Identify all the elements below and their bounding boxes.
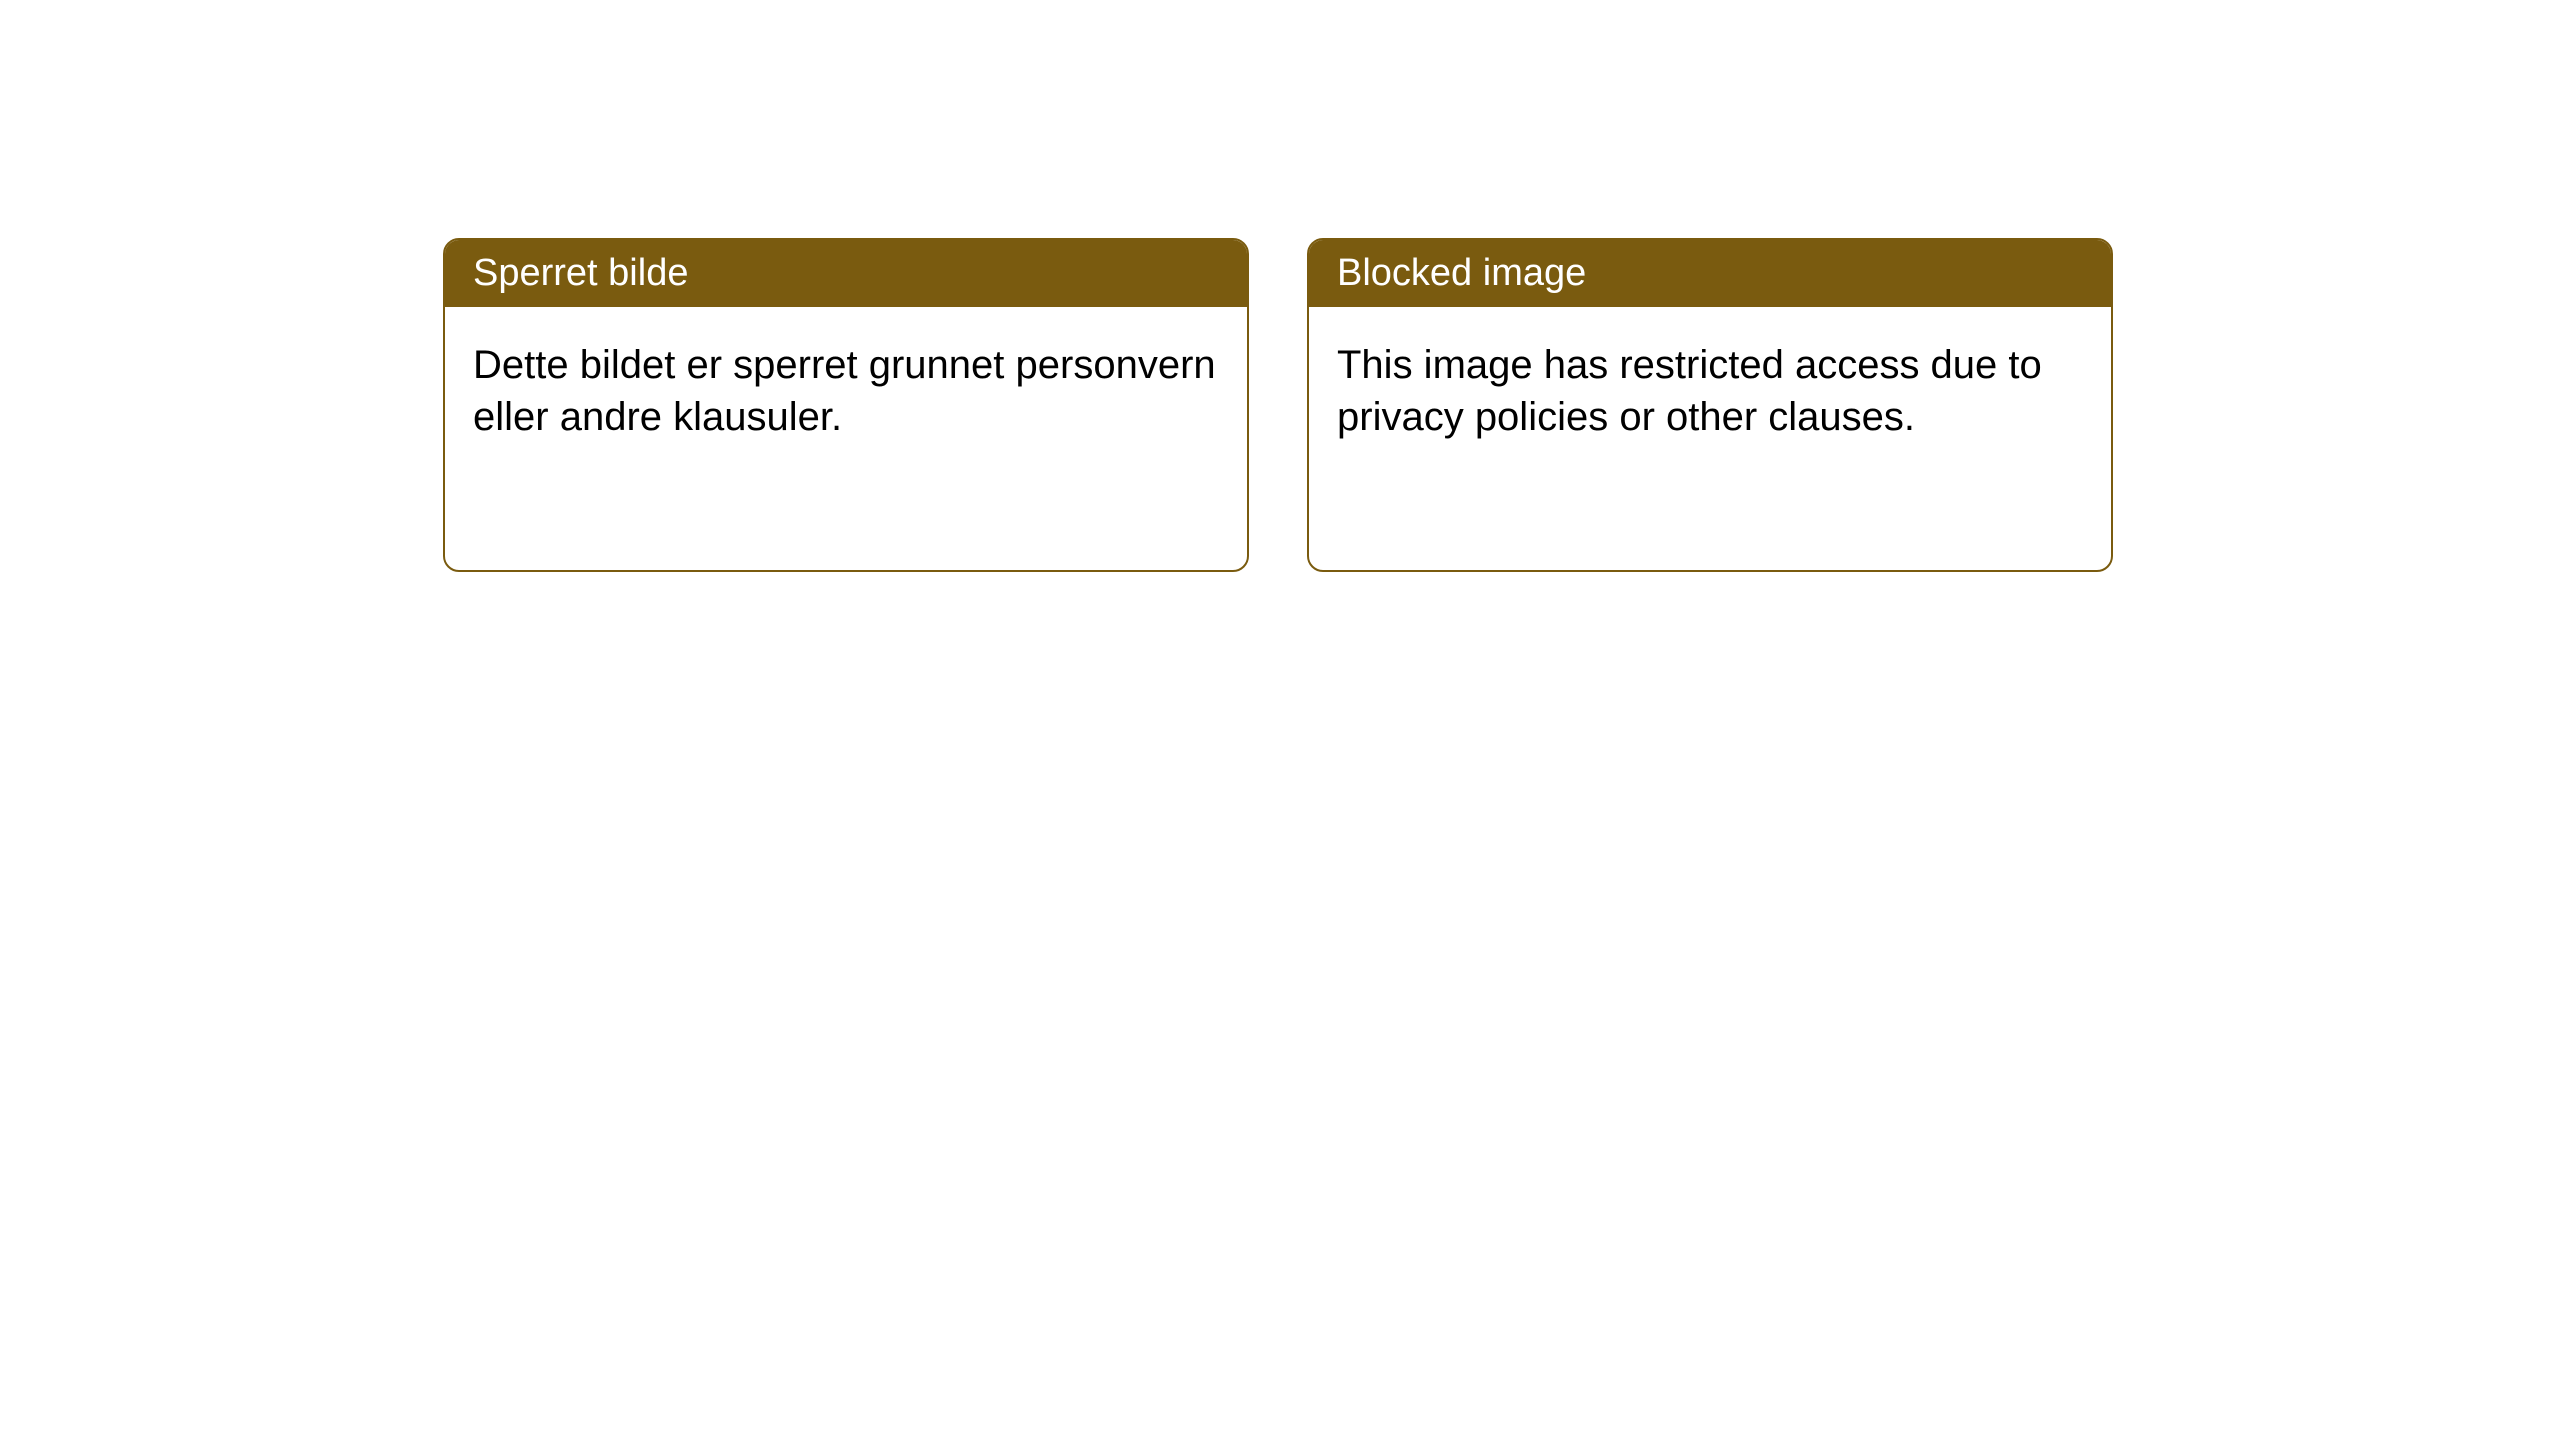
card-header: Blocked image (1309, 240, 2111, 307)
card-body-text: Dette bildet er sperret grunnet personve… (473, 343, 1216, 439)
card-body-text: This image has restricted access due to … (1337, 343, 2042, 439)
notice-card-english: Blocked image This image has restricted … (1307, 238, 2113, 572)
card-title: Blocked image (1337, 252, 1586, 294)
card-title: Sperret bilde (473, 252, 688, 294)
notice-cards-container: Sperret bilde Dette bildet er sperret gr… (443, 238, 2113, 572)
card-body: Dette bildet er sperret grunnet personve… (445, 307, 1247, 475)
card-body: This image has restricted access due to … (1309, 307, 2111, 475)
notice-card-norwegian: Sperret bilde Dette bildet er sperret gr… (443, 238, 1249, 572)
card-header: Sperret bilde (445, 240, 1247, 307)
